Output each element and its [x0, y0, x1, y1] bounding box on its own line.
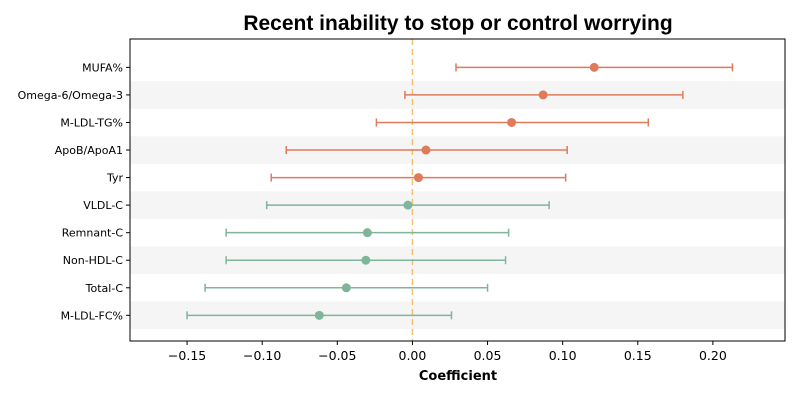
point-estimate — [341, 283, 351, 293]
x-tick-label: 0.10 — [549, 348, 577, 363]
point-estimate — [314, 310, 324, 320]
point-estimate — [361, 255, 371, 265]
x-tick-label: 0.15 — [624, 348, 652, 363]
chart-title: Recent inability to stop or control worr… — [243, 12, 672, 35]
y-tick-label: Tyr — [106, 172, 124, 185]
y-tick-label: ApoB/ApoA1 — [55, 144, 123, 157]
plot-frame — [129, 38, 786, 342]
x-tick-label: −0.15 — [168, 348, 206, 363]
point-estimate — [538, 90, 548, 100]
y-tick-label: MUFA% — [82, 61, 123, 74]
x-tick-label: 0.20 — [699, 348, 727, 363]
y-tick-label: M-LDL-FC% — [61, 309, 123, 322]
y-tick-label: VLDL-C — [83, 199, 123, 212]
point-estimate — [362, 228, 372, 238]
x-axis-label: Coefficient — [419, 369, 497, 384]
forest-marks — [186, 62, 734, 320]
y-tick-label: Remnant-C — [62, 227, 124, 240]
y-tick-label: Total-C — [85, 282, 124, 295]
x-tick-label: −0.10 — [243, 348, 281, 363]
x-tick-label: −0.05 — [318, 348, 356, 363]
point-estimate — [403, 200, 413, 210]
point-estimate — [413, 173, 423, 183]
x-tick-label: 0.00 — [399, 348, 427, 363]
y-tick-label: M-LDL-TG% — [60, 116, 123, 129]
point-estimate — [507, 117, 517, 127]
x-axis: −0.15 −0.10 −0.05 0.00 0.05 0.10 0.15 0.20 — [168, 341, 727, 363]
point-estimate — [421, 145, 431, 155]
y-axis: MUFA% Omega-6/Omega-3 M-LDL-TG% ApoB/ApoA1 T… — [18, 61, 130, 322]
y-tick-label: Non-HDL-C — [63, 254, 124, 267]
x-tick-label: 0.05 — [474, 348, 502, 363]
point-estimate — [589, 62, 599, 72]
y-tick-label: Omega-6/Omega-3 — [18, 89, 123, 102]
